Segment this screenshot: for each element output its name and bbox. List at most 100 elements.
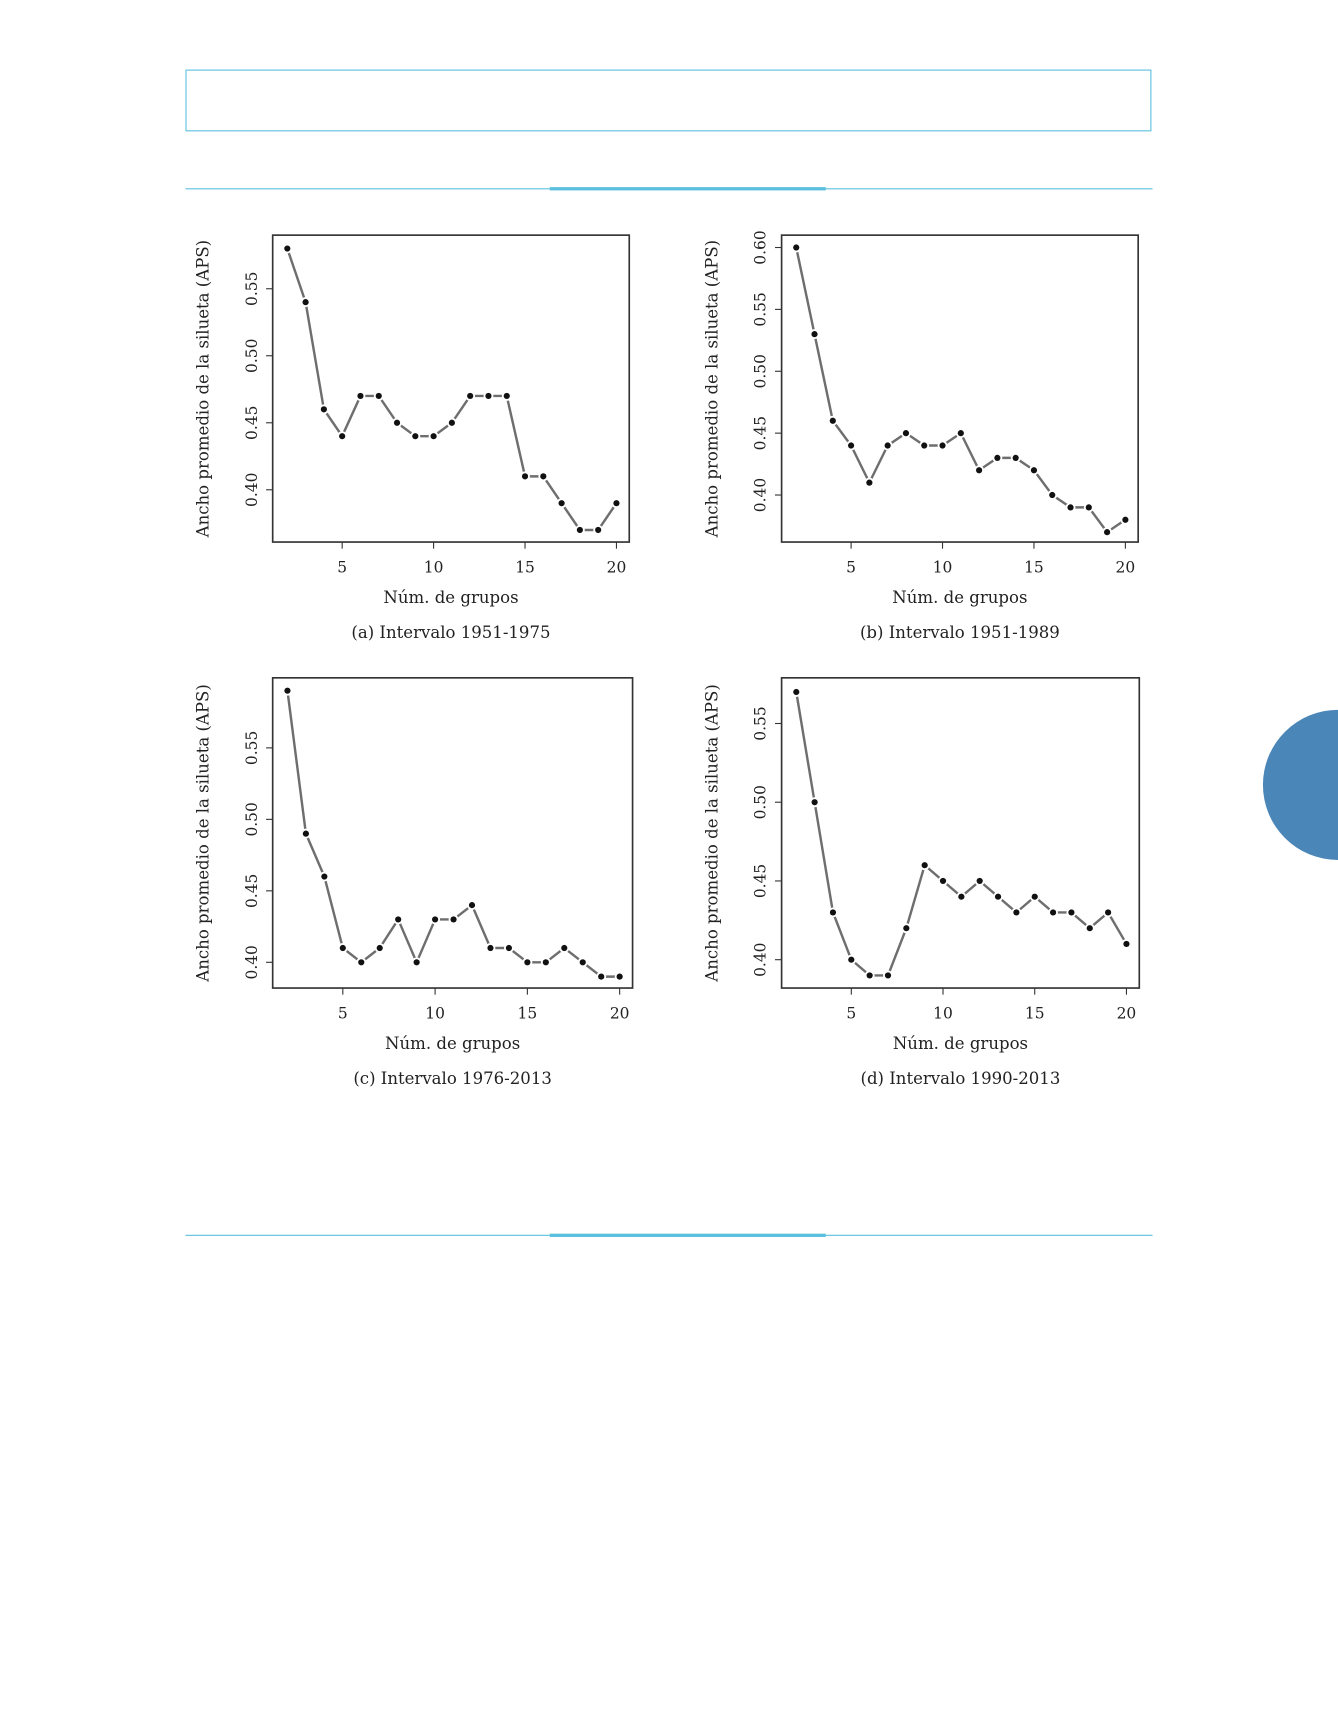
y-tick-label: 0.55 [243, 731, 261, 765]
x-tick-label: 5 [337, 559, 347, 577]
y-tick-label: 0.40 [243, 473, 261, 507]
data-point [432, 916, 439, 923]
data-point [524, 959, 531, 966]
series-line [286, 690, 620, 978]
x-axis-label: Núm. de grupos [383, 588, 518, 607]
x-tick-label: 5 [846, 559, 856, 577]
data-point [302, 830, 309, 837]
data-point [487, 944, 494, 952]
y-tick-label: 0.40 [752, 478, 770, 512]
data-point [1123, 940, 1130, 948]
data-point [450, 916, 457, 923]
data-point [1122, 516, 1129, 523]
x-axis-label: Núm. de grupos [893, 1034, 1028, 1053]
y-tick-label: 0.40 [243, 945, 261, 979]
x-tick-label: 10 [424, 559, 444, 577]
y-tick-label: 0.55 [752, 706, 770, 740]
y-tick-label: 0.60 [752, 230, 770, 264]
data-point [357, 392, 364, 400]
data-point [540, 473, 547, 480]
x-tick-label: 20 [1117, 1005, 1137, 1023]
plot-frame [780, 676, 1141, 989]
x-tick-label: 10 [933, 1005, 953, 1023]
y-axis-label: Ancho promedio de la silueta (APS) [703, 684, 722, 983]
data-point [339, 944, 346, 952]
x-tick-label: 5 [846, 1005, 856, 1023]
data-point [902, 430, 910, 437]
data-point [339, 433, 346, 440]
data-point [1067, 504, 1074, 511]
data-point [829, 417, 836, 424]
data-point [503, 392, 510, 400]
y-tick-label: 0.40 [752, 943, 770, 977]
data-point [448, 419, 455, 426]
data-point [1049, 491, 1056, 499]
data-point [1013, 909, 1020, 916]
data-point [561, 944, 568, 952]
data-point [1030, 467, 1038, 474]
data-point [866, 972, 873, 979]
data-point [793, 688, 800, 696]
x-tick-label: 15 [1025, 1005, 1045, 1023]
x-tick-label: 20 [1116, 559, 1136, 577]
x-tick-label: 20 [607, 559, 627, 577]
data-point [393, 419, 401, 426]
data-point [1085, 504, 1092, 511]
data-point [884, 442, 891, 449]
data-point [595, 526, 602, 534]
data-point [921, 442, 928, 449]
y-tick-label: 0.55 [243, 272, 261, 306]
series-line [286, 248, 618, 532]
data-point [958, 893, 965, 900]
plot-frame [271, 676, 634, 989]
data-point [579, 959, 586, 966]
x-tick-label: 10 [425, 1005, 445, 1023]
data-point [793, 244, 800, 251]
data-point [976, 467, 983, 474]
y-tick-label: 0.55 [752, 292, 770, 326]
data-point [616, 973, 623, 980]
x-tick-label: 20 [610, 1005, 630, 1023]
y-tick-label: 0.50 [752, 785, 770, 819]
data-point [521, 473, 529, 480]
rule-accent [549, 1233, 826, 1237]
data-point [1012, 454, 1019, 461]
series-line [795, 691, 1128, 977]
x-axis-label: Núm. de grupos [385, 1034, 520, 1053]
data-point [413, 959, 420, 966]
y-tick-label: 0.45 [243, 874, 261, 908]
data-point [1105, 909, 1112, 916]
y-tick-label: 0.45 [243, 406, 261, 440]
data-point [976, 877, 983, 885]
header-box [185, 69, 1152, 132]
data-point [467, 392, 474, 400]
data-point [994, 893, 1002, 900]
y-axis-label: Ancho promedio de la silueta (APS) [194, 684, 213, 983]
data-point [320, 406, 327, 413]
y-tick-label: 0.50 [243, 339, 261, 373]
data-point [811, 799, 818, 806]
data-point [1049, 909, 1057, 916]
data-point [1068, 909, 1075, 916]
rule-accent [549, 187, 826, 191]
x-tick-label: 10 [933, 559, 953, 577]
y-tick-label: 0.45 [752, 416, 770, 450]
data-point [302, 299, 309, 306]
data-point [321, 873, 328, 880]
plot-frame [780, 234, 1140, 543]
data-point [598, 973, 605, 980]
x-tick-label: 15 [515, 559, 535, 577]
x-tick-label: 5 [338, 1005, 348, 1023]
data-point [884, 972, 892, 979]
caption: (a) Intervalo 1951-1975 [351, 623, 550, 642]
y-tick-label: 0.45 [752, 864, 770, 898]
data-point [939, 877, 947, 885]
data-point [1104, 529, 1111, 536]
data-point [939, 442, 946, 449]
data-point [542, 959, 549, 966]
data-point [485, 392, 492, 400]
plot-frame [271, 234, 631, 543]
caption: (c) Intervalo 1976-2013 [353, 1069, 552, 1088]
data-point [576, 526, 583, 534]
